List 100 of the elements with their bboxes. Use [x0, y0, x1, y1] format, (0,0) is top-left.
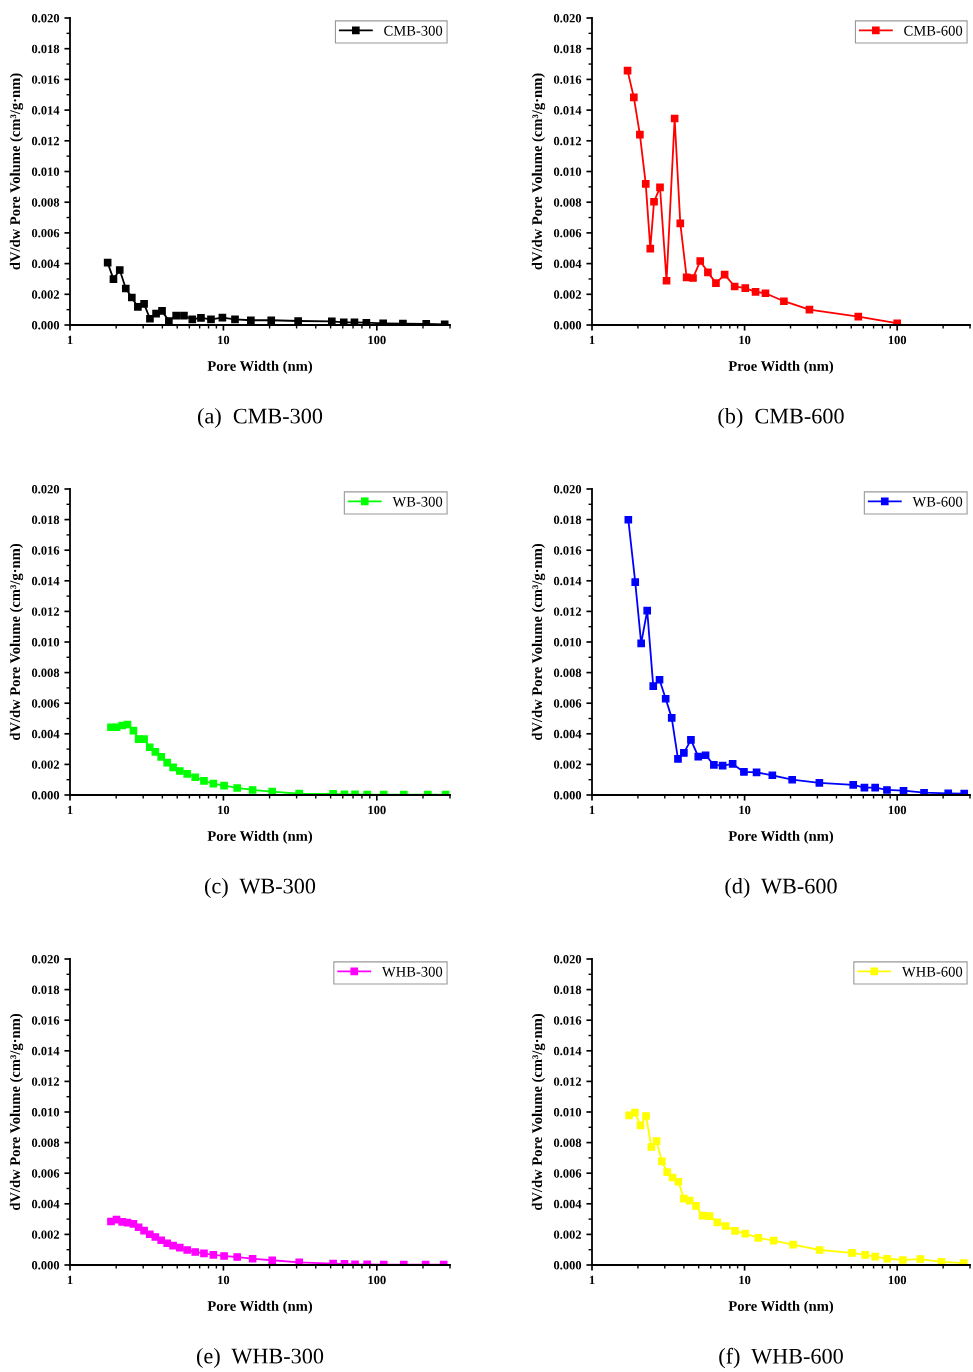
x-tick-label: 100	[368, 1275, 386, 1285]
y-tick-label: 0.020	[553, 14, 582, 23]
y-tick-label: 0.012	[31, 607, 60, 616]
y-tick-label: 0.004	[553, 729, 582, 739]
y-axis-title: dV/dw Pore Volume (cm³/g·nm)	[9, 73, 24, 270]
y-tick-label: 0.018	[31, 515, 60, 525]
text: (c) WB-300	[205, 877, 316, 899]
x-axis-title: Proe Width (nm)	[728, 360, 834, 374]
y-tick-label: 0.012	[553, 136, 582, 146]
legend-label: WHB-600	[901, 966, 963, 977]
x-axis-title: Pore Width (nm)	[728, 1300, 834, 1314]
y-tick-label: 0.014	[553, 106, 582, 115]
y-tick-label: 0.004	[553, 1199, 582, 1209]
y-tick-label: 0.002	[31, 1230, 60, 1239]
y-tick-label: 0.002	[553, 290, 582, 299]
y-tick-label: 0.000	[31, 321, 60, 330]
legend-label: CMB-600	[904, 25, 963, 36]
y-tick-label: 0.008	[31, 198, 60, 207]
x-tick-label: 10	[739, 805, 751, 815]
y-axis-title: dV/dw Pore Volume (cm³/g·nm)	[9, 1013, 24, 1211]
x-tick-label: 10	[739, 1275, 751, 1285]
y-tick-label: 0.004	[31, 259, 60, 269]
x-tick-label: 100	[368, 805, 386, 815]
y-tick-label: 0.004	[31, 729, 60, 739]
y-tick-label: 0.014	[31, 1046, 60, 1056]
y-tick-label: 0.018	[553, 44, 582, 54]
y-axis-title: dV/dw Pore Volume (cm³/g·nm)	[531, 73, 546, 270]
y-tick-label: 0.004	[31, 1199, 60, 1209]
x-axis-title: Pore Width (nm)	[207, 1300, 313, 1314]
y-tick-label: 0.010	[31, 167, 60, 177]
y-tick-label: 0.012	[553, 1077, 582, 1086]
legend-label: WHB-300	[381, 966, 443, 977]
x-tick-label: 100	[888, 1275, 907, 1285]
y-tick-label: 0.006	[31, 228, 60, 238]
text: (e) WHB-300	[196, 1347, 324, 1369]
x-tick-label: 10	[218, 1275, 230, 1285]
y-tick-label: 0.018	[553, 985, 582, 995]
y-tick-label: 0.006	[553, 699, 582, 708]
legend-label: WB-300	[392, 496, 443, 507]
y-tick-label: 0.014	[553, 576, 582, 586]
y-tick-label: 0.010	[553, 638, 582, 647]
x-tick-label: 10	[218, 335, 230, 345]
y-tick-label: 0.006	[553, 1169, 582, 1178]
y-tick-label: 0.004	[553, 259, 582, 269]
y-tick-label: 0.008	[553, 1138, 582, 1148]
y-tick-label: 0.006	[553, 228, 582, 238]
text: (d) WB-600	[725, 877, 837, 899]
y-tick-label: 0.010	[31, 1108, 60, 1117]
y-tick-label: 0.020	[31, 485, 60, 494]
y-tick-label: 0.010	[553, 167, 582, 177]
y-tick-label: 0.000	[31, 1261, 60, 1270]
y-tick-label: 0.006	[31, 1169, 60, 1178]
y-tick-label: 0.008	[553, 198, 582, 207]
y-tick-label: 0.020	[553, 485, 582, 494]
y-tick-label: 0.008	[31, 1138, 60, 1148]
y-tick-label: 0.014	[31, 106, 60, 115]
y-tick-label: 0.018	[553, 515, 582, 525]
y-tick-label: 0.010	[31, 638, 60, 647]
text: (f) WHB-600	[719, 1347, 843, 1369]
y-tick-label: 0.018	[31, 985, 60, 995]
x-tick-label: 1	[67, 335, 73, 345]
y-tick-label: 0.008	[553, 668, 582, 678]
y-tick-label: 0.002	[553, 760, 582, 769]
y-axis-title: dV/dw Pore Volume (cm³/g·nm)	[531, 543, 546, 741]
y-tick-label: 0.020	[31, 14, 60, 23]
y-tick-label: 0.016	[553, 75, 582, 84]
y-tick-label: 0.000	[553, 321, 582, 330]
y-tick-label: 0.016	[31, 75, 60, 84]
y-tick-label: 0.016	[553, 546, 582, 555]
x-axis-title: Pore Width (nm)	[207, 830, 313, 844]
legend-label: CMB-300	[384, 25, 443, 36]
y-tick-label: 0.002	[31, 290, 60, 299]
x-tick-label: 10	[218, 805, 230, 815]
y-tick-label: 0.014	[31, 576, 60, 586]
y-tick-label: 0.012	[31, 1077, 60, 1086]
y-tick-label: 0.016	[31, 1016, 60, 1025]
x-tick-label: 10	[739, 335, 751, 345]
y-tick-label: 0.006	[31, 699, 60, 708]
y-tick-label: 0.016	[553, 1016, 582, 1025]
legend-label: WB-600	[912, 496, 963, 507]
y-tick-label: 0.012	[31, 136, 60, 146]
x-axis-title: Pore Width (nm)	[728, 830, 834, 844]
y-tick-label: 0.000	[553, 791, 582, 800]
y-tick-label: 0.014	[553, 1046, 582, 1056]
x-tick-label: 1	[67, 805, 73, 815]
x-tick-label: 100	[368, 335, 386, 345]
y-tick-label: 0.002	[553, 1230, 582, 1239]
y-tick-label: 0.020	[31, 955, 60, 964]
x-axis-title: Pore Width (nm)	[207, 360, 313, 374]
x-tick-label: 1	[589, 1275, 595, 1285]
y-tick-label: 0.012	[553, 607, 582, 616]
y-tick-label: 0.016	[31, 546, 60, 555]
x-tick-label: 1	[589, 335, 595, 345]
y-tick-label: 0.018	[31, 44, 60, 54]
text: (b) CMB-600	[718, 407, 844, 429]
y-tick-label: 0.000	[553, 1261, 582, 1270]
y-tick-label: 0.020	[553, 955, 582, 964]
x-tick-label: 1	[67, 1275, 73, 1285]
text: (a) CMB-300	[198, 407, 323, 429]
y-axis-title: dV/dw Pore Volume (cm³/g·nm)	[9, 543, 24, 741]
